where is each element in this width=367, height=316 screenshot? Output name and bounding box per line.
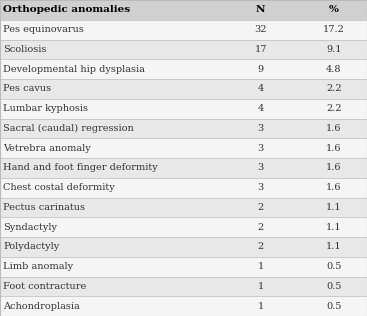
Text: Scoliosis: Scoliosis bbox=[3, 45, 46, 54]
Bar bbox=[0, 276, 367, 296]
Text: 32: 32 bbox=[254, 25, 267, 34]
Text: 17.2: 17.2 bbox=[323, 25, 345, 34]
Bar bbox=[0, 198, 367, 217]
Text: Hand and foot finger deformity: Hand and foot finger deformity bbox=[3, 163, 158, 172]
Text: 3: 3 bbox=[257, 183, 264, 192]
Text: 0.5: 0.5 bbox=[326, 302, 342, 311]
Text: 4: 4 bbox=[257, 104, 264, 113]
Text: Developmental hip dysplasia: Developmental hip dysplasia bbox=[3, 65, 145, 74]
Bar bbox=[0, 138, 367, 158]
Text: 4: 4 bbox=[257, 84, 264, 93]
Text: 1.6: 1.6 bbox=[326, 163, 342, 172]
Text: 0.5: 0.5 bbox=[326, 262, 342, 271]
Text: Vetrebra anomaly: Vetrebra anomaly bbox=[3, 144, 91, 153]
Text: Syndactyly: Syndactyly bbox=[3, 223, 57, 232]
Text: 0.5: 0.5 bbox=[326, 282, 342, 291]
Text: 1: 1 bbox=[257, 262, 264, 271]
Text: 1.6: 1.6 bbox=[326, 183, 342, 192]
Text: Foot contracture: Foot contracture bbox=[3, 282, 86, 291]
Bar bbox=[0, 296, 367, 316]
Text: Chest costal deformity: Chest costal deformity bbox=[3, 183, 115, 192]
Text: 3: 3 bbox=[257, 163, 264, 172]
Bar bbox=[0, 118, 367, 138]
Text: 1.6: 1.6 bbox=[326, 144, 342, 153]
Bar bbox=[0, 217, 367, 237]
Text: N: N bbox=[256, 5, 265, 14]
Bar bbox=[0, 59, 367, 79]
Text: Lumbar kyphosis: Lumbar kyphosis bbox=[3, 104, 88, 113]
Text: 1.1: 1.1 bbox=[326, 203, 342, 212]
Text: 17: 17 bbox=[254, 45, 267, 54]
Text: Sacral (caudal) regression: Sacral (caudal) regression bbox=[3, 124, 134, 133]
Bar bbox=[0, 178, 367, 198]
Text: 3: 3 bbox=[257, 124, 264, 133]
Text: Pes equinovarus: Pes equinovarus bbox=[3, 25, 84, 34]
Text: 1.6: 1.6 bbox=[326, 124, 342, 133]
Text: 2: 2 bbox=[257, 223, 264, 232]
Text: 1: 1 bbox=[257, 282, 264, 291]
Text: Pectus carinatus: Pectus carinatus bbox=[3, 203, 85, 212]
Text: 4.8: 4.8 bbox=[326, 65, 342, 74]
Bar bbox=[0, 257, 367, 276]
Text: 1.1: 1.1 bbox=[326, 223, 342, 232]
Bar bbox=[0, 0, 367, 20]
Text: 2.2: 2.2 bbox=[326, 104, 342, 113]
Bar bbox=[0, 99, 367, 118]
Text: 1: 1 bbox=[257, 302, 264, 311]
Bar bbox=[0, 40, 367, 59]
Text: 3: 3 bbox=[257, 144, 264, 153]
Text: 9.1: 9.1 bbox=[326, 45, 342, 54]
Text: 2: 2 bbox=[257, 203, 264, 212]
Text: %: % bbox=[329, 5, 339, 14]
Bar bbox=[0, 79, 367, 99]
Bar bbox=[0, 20, 367, 40]
Text: Pes cavus: Pes cavus bbox=[3, 84, 51, 93]
Text: 9: 9 bbox=[258, 65, 264, 74]
Text: 2: 2 bbox=[257, 242, 264, 251]
Text: Limb anomaly: Limb anomaly bbox=[3, 262, 73, 271]
Bar bbox=[0, 158, 367, 178]
Text: Orthopedic anomalies: Orthopedic anomalies bbox=[3, 5, 130, 14]
Text: Achondroplasia: Achondroplasia bbox=[3, 302, 80, 311]
Bar bbox=[0, 237, 367, 257]
Text: 1.1: 1.1 bbox=[326, 242, 342, 251]
Text: Polydactyly: Polydactyly bbox=[3, 242, 59, 251]
Text: 2.2: 2.2 bbox=[326, 84, 342, 93]
